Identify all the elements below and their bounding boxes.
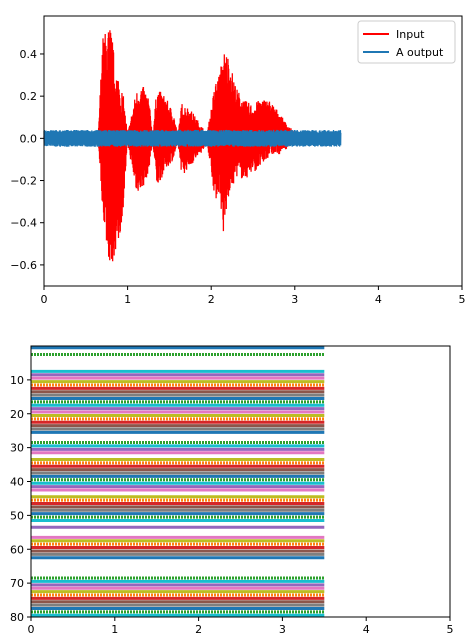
y-tick-label: 30 xyxy=(10,442,24,455)
x-tick-label: 5 xyxy=(459,293,466,306)
waveform-plot-area xyxy=(43,30,342,262)
y-tick-label: 10 xyxy=(10,374,24,387)
x-tick-label: 1 xyxy=(124,293,131,306)
waveform-y-axis: 0.4 0.2 0.0 −0.2 −0.4 −0.6 xyxy=(10,48,44,272)
x-tick-label: 4 xyxy=(375,293,382,306)
legend-label: A output xyxy=(396,46,444,59)
y-tick-label: 70 xyxy=(10,577,24,590)
x-tick-label: 5 xyxy=(447,623,454,636)
y-tick-label: 50 xyxy=(10,509,24,522)
y-tick-label: 40 xyxy=(10,476,24,489)
y-tick-label: 80 xyxy=(10,611,24,624)
x-tick-label: 4 xyxy=(363,623,370,636)
y-tick-label: 20 xyxy=(10,408,24,421)
traces-plot-area xyxy=(31,346,325,617)
x-tick-label: 0 xyxy=(28,623,35,636)
y-tick-label: 0.4 xyxy=(20,48,38,61)
x-tick-label: 2 xyxy=(195,623,202,636)
traces-axes-frame xyxy=(30,345,451,618)
waveform-legend: Input A output xyxy=(357,20,456,64)
x-tick-label: 3 xyxy=(279,623,286,636)
y-tick-label: −0.4 xyxy=(10,217,37,230)
y-tick-label: 60 xyxy=(10,543,24,556)
waveform-x-axis: 0 1 2 3 4 5 xyxy=(41,286,466,306)
y-tick-label: −0.2 xyxy=(10,175,37,188)
x-tick-label: 3 xyxy=(291,293,298,306)
traces-y-axis: 10 20 30 40 50 60 70 80 xyxy=(10,374,31,624)
waveform-chart: 0 1 2 3 4 5 0.4 0.2 0.0 −0.2 −0.4 −0.6 Input A outp… xyxy=(10,15,466,306)
traces-chart: 0 1 2 3 4 5 10 20 30 40 50 60 70 80 xyxy=(10,345,454,636)
series-a-output-line xyxy=(43,129,342,147)
x-tick-label: 2 xyxy=(208,293,215,306)
y-tick-label: 0.2 xyxy=(20,90,38,103)
y-tick-label: −0.6 xyxy=(10,259,37,272)
y-tick-label: 0.0 xyxy=(20,132,38,145)
waveform-axes-frame xyxy=(43,15,463,287)
x-tick-label: 1 xyxy=(111,623,118,636)
x-tick-label: 0 xyxy=(41,293,48,306)
traces-x-axis: 0 1 2 3 4 5 xyxy=(28,617,454,636)
legend-label: Input xyxy=(396,28,425,41)
